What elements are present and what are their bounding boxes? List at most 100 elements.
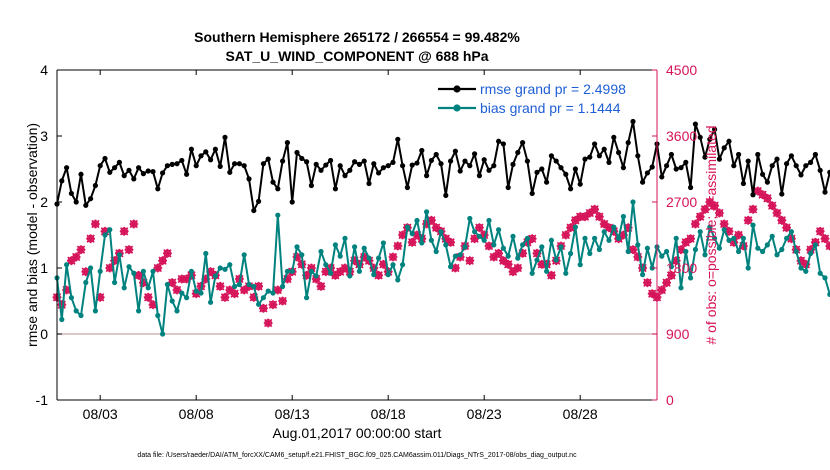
- bias-series: [54, 199, 830, 337]
- rmse-point: [500, 141, 506, 147]
- rmse-point: [563, 171, 569, 177]
- obs-assimilated-marker: [331, 270, 340, 280]
- obs-assimilated-marker: [129, 219, 139, 229]
- obs-assimilated-marker: [451, 263, 460, 273]
- bias-point: [697, 229, 703, 235]
- obs-assimilated-marker: [643, 278, 652, 288]
- rmse-point: [515, 149, 521, 156]
- bias-point: [193, 288, 199, 294]
- rmse-point: [764, 179, 771, 185]
- bias-point: [428, 237, 434, 243]
- obs-assimilated-marker: [782, 223, 791, 233]
- bias-point: [510, 233, 516, 239]
- bias-point: [472, 229, 478, 235]
- obs-assimilated-marker: [518, 248, 527, 258]
- y-left-tick-label: 2: [40, 194, 48, 210]
- bias-point: [635, 242, 641, 248]
- rmse-line: [56, 120, 830, 212]
- bias-point: [755, 245, 761, 251]
- obs-assimilated-marker: [259, 303, 268, 313]
- obs-assimilated-marker: [801, 259, 811, 269]
- bias-point: [83, 279, 89, 286]
- bias-point: [380, 240, 386, 246]
- bias-point: [323, 262, 329, 268]
- bias-point: [107, 227, 113, 233]
- y-left-tick-label: 0: [40, 326, 48, 342]
- rmse-point: [342, 173, 348, 179]
- rmse-point: [409, 162, 415, 168]
- obs-assimilated-marker: [86, 234, 95, 244]
- rmse-point: [64, 165, 70, 171]
- bias-point: [414, 217, 420, 224]
- bias-point: [803, 268, 809, 274]
- bias-point: [793, 248, 799, 255]
- bias-point: [275, 212, 281, 218]
- rmse-point: [251, 207, 257, 214]
- bias-point: [222, 266, 228, 272]
- rmse-point: [740, 180, 747, 187]
- bias-point: [308, 268, 314, 274]
- obs-assimilated-marker: [571, 215, 580, 225]
- obs-assimilated-marker: [62, 285, 71, 295]
- rmse-point: [520, 140, 526, 146]
- bias-point: [347, 273, 353, 279]
- bias-point: [443, 242, 449, 248]
- bias-point: [198, 290, 204, 296]
- bias-point: [779, 246, 785, 253]
- obs-assimilated-marker: [671, 256, 681, 266]
- chart-subtitle: SAT_U_WIND_COMPONENT @ 688 hPa: [225, 48, 488, 64]
- bias-point: [400, 262, 406, 268]
- rmse-point: [644, 170, 651, 176]
- bias-point: [726, 237, 732, 243]
- y-right-tick-label: 3600: [666, 128, 697, 144]
- bias-point: [289, 268, 295, 274]
- obs-assimilated-marker: [355, 259, 364, 269]
- rmse-point: [812, 151, 819, 158]
- legend: rmse grand pr = 2.4998 bias grand pr = 1…: [438, 81, 626, 116]
- bias-point: [155, 312, 161, 319]
- rmse-point: [140, 171, 146, 177]
- bias-point: [702, 252, 708, 258]
- rmse-point: [668, 151, 675, 158]
- obs-assimilated-marker: [398, 230, 407, 240]
- bias-point: [390, 262, 396, 268]
- obs-assimilated-marker: [513, 263, 523, 273]
- obs-assimilated-marker: [734, 230, 743, 240]
- bias-point: [270, 290, 276, 296]
- rmse-point: [337, 163, 343, 169]
- bias-point: [433, 248, 439, 255]
- bias-point: [827, 291, 830, 297]
- obs-assimilated-marker: [763, 193, 772, 203]
- x-tick-label: 08/08: [179, 406, 214, 422]
- obs-assimilated-marker: [134, 270, 143, 280]
- obs-assimilated-marker: [167, 278, 177, 288]
- obs-assimilated-marker: [475, 223, 484, 233]
- bias-point: [102, 232, 108, 238]
- bias-point: [558, 244, 564, 250]
- obs-assimilated-marker: [532, 248, 542, 258]
- bias-point: [606, 237, 612, 243]
- y-right-tick-label: 1800: [666, 260, 697, 276]
- obs-assimilated-marker: [67, 256, 76, 266]
- obs-assimilated-marker: [547, 270, 556, 280]
- rmse-point: [472, 151, 478, 157]
- bias-point: [208, 299, 214, 305]
- bias-point: [683, 248, 689, 255]
- bias-point: [160, 331, 166, 337]
- bias-point: [256, 301, 262, 307]
- bias-point: [164, 281, 170, 288]
- bias-point: [294, 244, 300, 250]
- bias-point: [265, 288, 271, 294]
- x-tick-label: 08/13: [275, 406, 310, 422]
- obs-assimilated-marker: [595, 212, 604, 222]
- obs-assimilated-marker: [724, 226, 734, 236]
- obs-assimilated-marker: [76, 245, 86, 255]
- rmse-point: [280, 158, 286, 164]
- bias-point: [688, 275, 694, 281]
- bias-point: [788, 229, 795, 235]
- obs-assimilated-marker: [638, 263, 647, 273]
- bias-point: [630, 199, 636, 205]
- rmse-point: [683, 159, 689, 165]
- obs-assimilated-marker: [484, 241, 494, 251]
